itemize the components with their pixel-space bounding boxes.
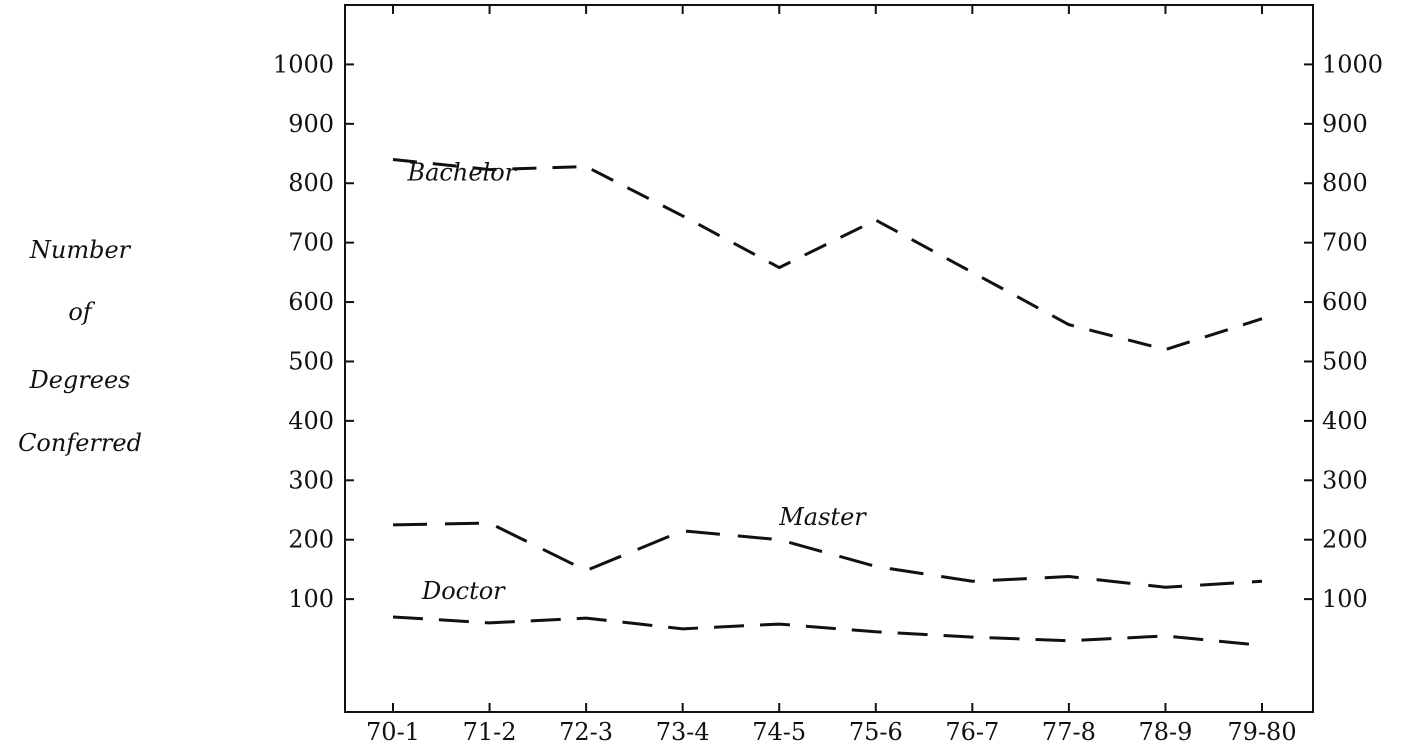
- y-tick-label-right: 600: [1322, 288, 1368, 316]
- x-tick-label: 77-8: [1042, 718, 1096, 746]
- y-tick-label-left: 800: [288, 169, 334, 197]
- y-tick-label-left: 1000: [273, 50, 334, 78]
- left-axis-ticks: 100 200 300 400 500 600 700 800 900 1000: [273, 50, 354, 613]
- y-tick-label-left: 300: [288, 466, 334, 494]
- x-tick-label: 74-5: [752, 718, 806, 746]
- y-tick-label-right: 300: [1322, 466, 1368, 494]
- series-label-bachelor: Bachelor: [406, 158, 517, 186]
- x-tick-label: 73-4: [656, 718, 710, 746]
- x-tick-label: 71-2: [463, 718, 517, 746]
- x-tick-label: 79-80: [1227, 718, 1296, 746]
- y-tick-label-right: 1000: [1322, 50, 1383, 78]
- y-tick-label-right: 700: [1322, 229, 1368, 257]
- y-tick-label-left: 200: [288, 526, 334, 554]
- right-axis-ticks: 100 200 300 400 500 600 700 800 900 1000: [1304, 50, 1383, 613]
- y-tick-label-left: 400: [288, 407, 334, 435]
- y-tick-label-right: 100: [1322, 585, 1368, 613]
- y-tick-label-right: 500: [1322, 347, 1368, 375]
- series-line-bachelor: [392, 157, 1263, 352]
- x-tick-label: 78-9: [1138, 718, 1192, 746]
- y-tick-label-left: 600: [288, 288, 334, 316]
- series-line-doctor: [392, 615, 1263, 647]
- series-line-master: [392, 521, 1263, 589]
- y-axis-label-line-1: Number: [29, 236, 131, 264]
- series-label-master: Master: [778, 503, 867, 531]
- y-tick-label-right: 800: [1322, 169, 1368, 197]
- x-tick-label: 75-6: [849, 718, 903, 746]
- y-tick-label-left: 500: [288, 347, 334, 375]
- plot-frame: [344, 4, 1314, 713]
- y-tick-label-right: 200: [1322, 526, 1368, 554]
- series-lines: [392, 157, 1263, 647]
- series-label-doctor: Doctor: [421, 577, 506, 605]
- y-axis-label-line-3: Degrees: [29, 366, 131, 394]
- y-axis-label-line-2: of: [68, 298, 92, 326]
- series-labels: Bachelor Master Doctor: [406, 158, 867, 605]
- x-tick-label: 72-3: [559, 718, 613, 746]
- y-tick-label-left: 900: [288, 110, 334, 138]
- y-tick-label-right: 900: [1322, 110, 1368, 138]
- y-tick-label-right: 400: [1322, 407, 1368, 435]
- y-tick-label-left: 100: [288, 585, 334, 613]
- x-tick-label: 76-7: [945, 718, 999, 746]
- y-axis-label-line-4: Conferred: [18, 429, 142, 457]
- y-tick-label-left: 700: [288, 229, 334, 257]
- x-axis-ticks: 70-1 71-2 72-3 73-4 74-5 75-6 76-7 77-8 78-9 79-8…: [366, 5, 1297, 746]
- x-tick-label: 70-1: [366, 718, 420, 746]
